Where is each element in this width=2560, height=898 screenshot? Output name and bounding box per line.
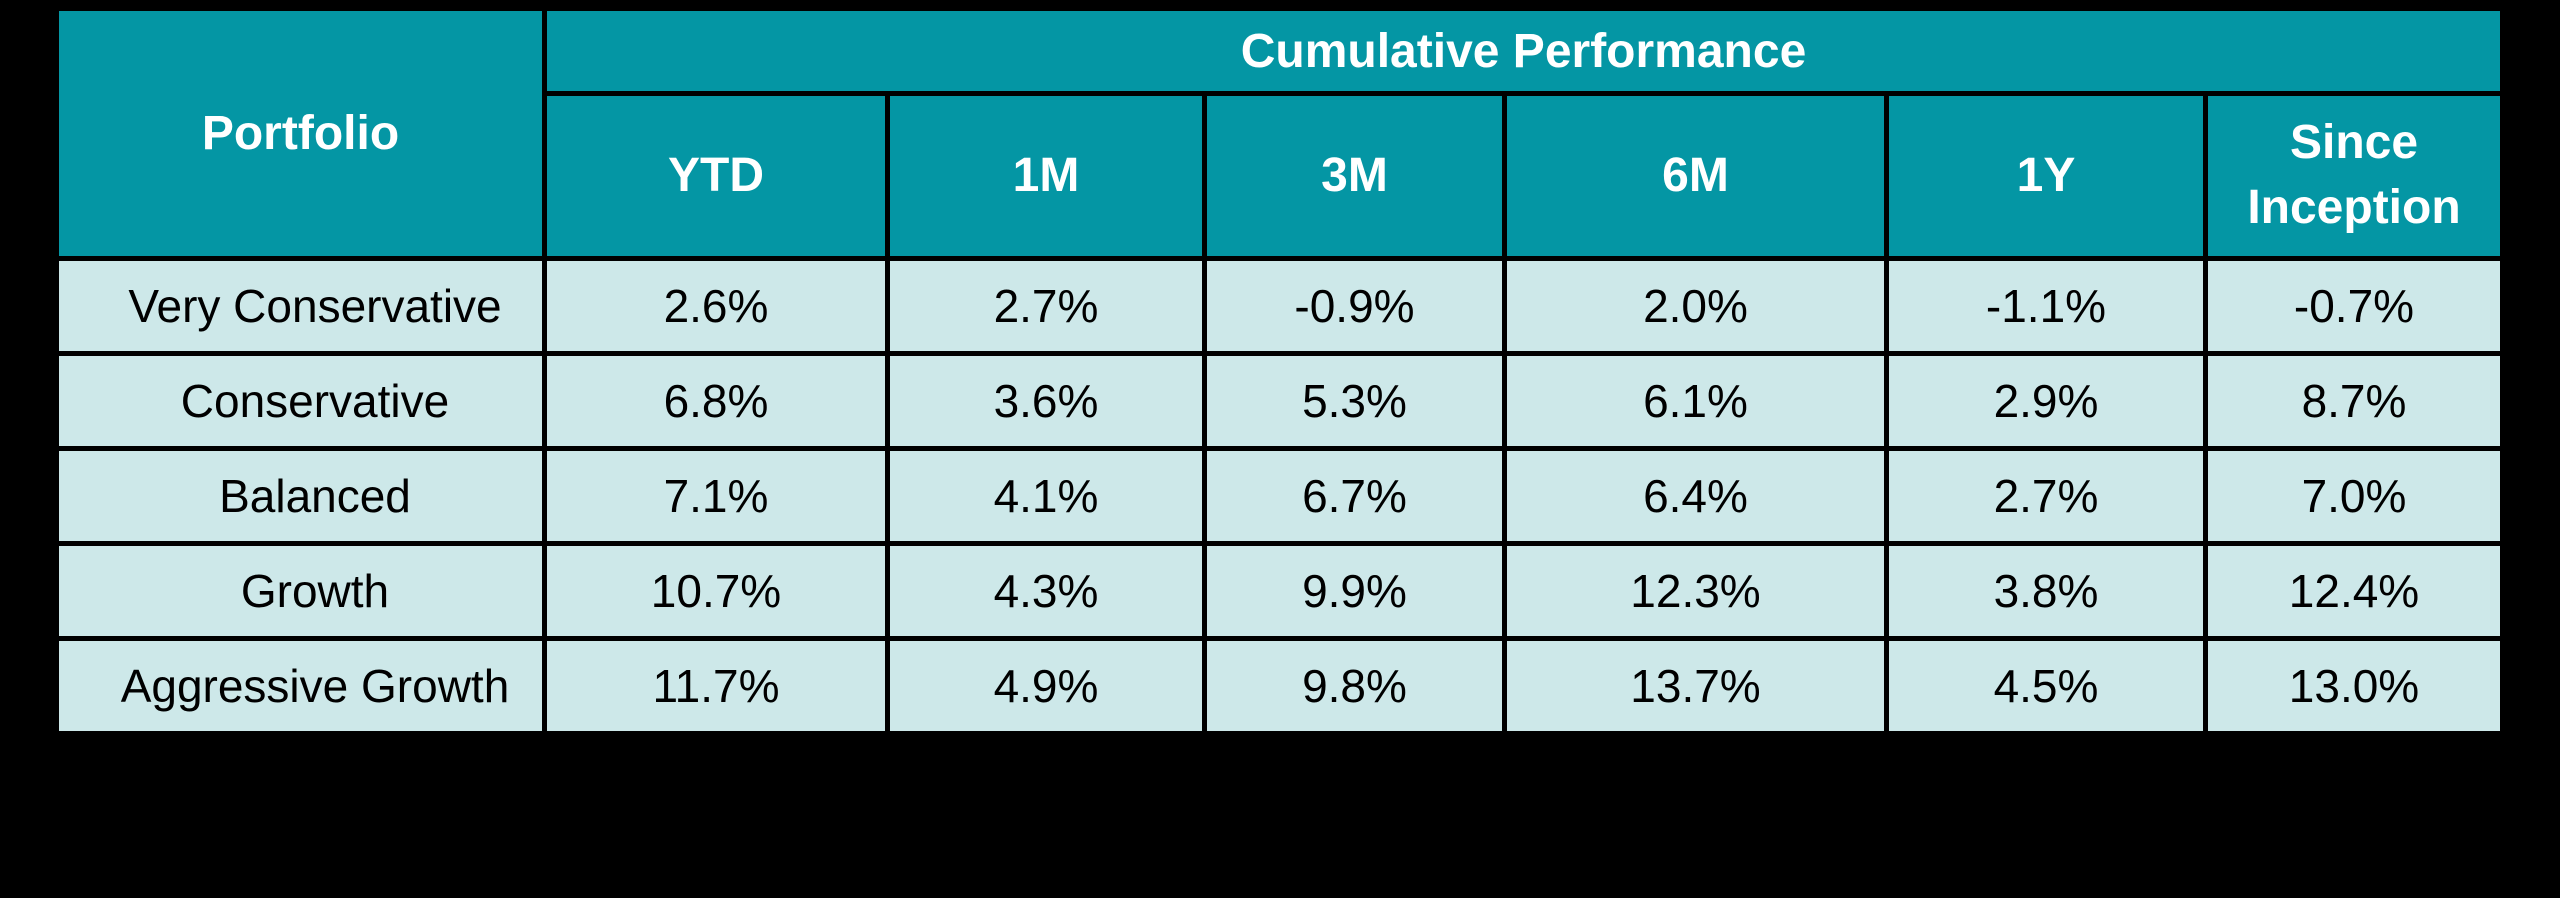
value-cell-1m: 4.3%: [885, 541, 1207, 641]
table-body: Very Conservative 2.6% 2.7% -0.9% 2.0% -…: [54, 256, 2505, 736]
table-row-balanced: Balanced 7.1% 4.1% 6.7% 6.4% 2.7% 7.0%: [54, 446, 2505, 546]
table-row-very-conservative: Very Conservative 2.6% 2.7% -0.9% 2.0% -…: [54, 256, 2505, 356]
value-cell-6m: 2.0%: [1502, 256, 1889, 356]
value-cell-6m: 6.1%: [1502, 351, 1889, 451]
value-cell-3m: 5.3%: [1202, 351, 1507, 451]
value-cell-6m: 6.4%: [1502, 446, 1889, 546]
value-cell-6m: 13.7%: [1502, 636, 1889, 736]
value-cell-1y: -1.1%: [1884, 256, 2208, 356]
portfolio-name-cell: Growth: [54, 541, 547, 641]
value-cell-since-inception: 7.0%: [2203, 446, 2505, 546]
table-row-conservative: Conservative 6.8% 3.6% 5.3% 6.1% 2.9% 8.…: [54, 351, 2505, 451]
portfolio-name-cell: Balanced: [54, 446, 547, 546]
table-header: Portfolio Cumulative Performance YTD 1M …: [54, 6, 2505, 261]
portfolio-name-cell: Conservative: [54, 351, 547, 451]
value-cell-since-inception: -0.7%: [2203, 256, 2505, 356]
column-header-since-inception: Since Inception: [2203, 91, 2505, 261]
value-cell-6m: 12.3%: [1502, 541, 1889, 641]
value-cell-3m: 9.8%: [1202, 636, 1507, 736]
value-cell-1m: 4.1%: [885, 446, 1207, 546]
value-cell-1y: 3.8%: [1884, 541, 2208, 641]
value-cell-1m: 2.7%: [885, 256, 1207, 356]
column-header-ytd: YTD: [542, 91, 890, 261]
value-cell-ytd: 10.7%: [542, 541, 890, 641]
column-header-3m: 3M: [1202, 91, 1507, 261]
portfolio-name-cell: Aggressive Growth: [54, 636, 547, 736]
portfolio-column-header: Portfolio: [54, 6, 547, 261]
value-cell-1m: 3.6%: [885, 351, 1207, 451]
performance-table: Portfolio Cumulative Performance YTD 1M …: [54, 6, 2505, 736]
value-cell-ytd: 6.8%: [542, 351, 890, 451]
cumulative-performance-header: Cumulative Performance: [542, 6, 2505, 96]
value-cell-since-inception: 8.7%: [2203, 351, 2505, 451]
value-cell-3m: 6.7%: [1202, 446, 1507, 546]
value-cell-ytd: 11.7%: [542, 636, 890, 736]
value-cell-since-inception: 13.0%: [2203, 636, 2505, 736]
column-header-6m: 6M: [1502, 91, 1889, 261]
value-cell-1y: 2.9%: [1884, 351, 2208, 451]
value-cell-ytd: 2.6%: [542, 256, 890, 356]
portfolio-name-cell: Very Conservative: [54, 256, 547, 356]
value-cell-3m: -0.9%: [1202, 256, 1507, 356]
column-header-1y: 1Y: [1884, 91, 2208, 261]
value-cell-since-inception: 12.4%: [2203, 541, 2505, 641]
value-cell-1y: 2.7%: [1884, 446, 2208, 546]
header-row-group: Portfolio Cumulative Performance: [54, 6, 2505, 261]
table-row-growth: Growth 10.7% 4.3% 9.9% 12.3% 3.8% 12.4%: [54, 541, 2505, 641]
value-cell-1y: 4.5%: [1884, 636, 2208, 736]
table-row-aggressive-growth: Aggressive Growth 11.7% 4.9% 9.8% 13.7% …: [54, 636, 2505, 736]
column-header-1m: 1M: [885, 91, 1207, 261]
value-cell-ytd: 7.1%: [542, 446, 890, 546]
header-row-periods: YTD 1M 3M 6M 1Y Since Inception: [57, 91, 2505, 261]
value-cell-1m: 4.9%: [885, 636, 1207, 736]
value-cell-3m: 9.9%: [1202, 541, 1507, 641]
